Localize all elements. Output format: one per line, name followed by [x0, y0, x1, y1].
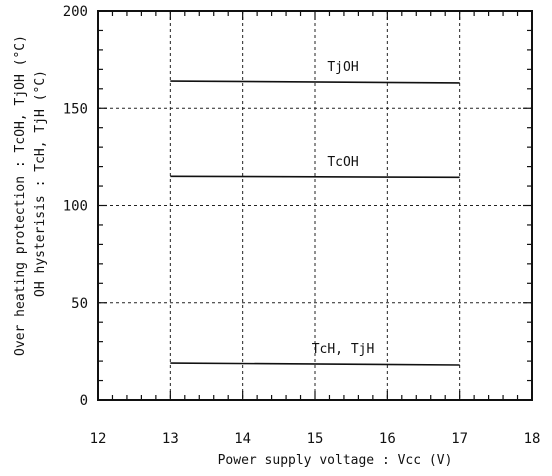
- y-tick-label: 200: [63, 4, 88, 20]
- x-tick-label: 17: [451, 431, 468, 447]
- x-axis-title: Power supply voltage : Vcc (V): [218, 453, 453, 468]
- y-axis-title-line-2: OH hysterisis : TcH, TjH (°C): [33, 70, 48, 297]
- grid-layer: [98, 11, 532, 400]
- series-layer: [170, 80, 460, 366]
- x-tick-label: 12: [90, 431, 107, 447]
- x-tick-label: 18: [524, 431, 541, 447]
- x-tick-label: 13: [162, 431, 179, 447]
- series-label: TcOH: [327, 155, 358, 170]
- series-label: TcH, TjH: [312, 342, 375, 357]
- y-tick-label: 100: [63, 199, 88, 215]
- y-tick-label: 50: [71, 296, 88, 312]
- y-axis-title-line-1: Over heating protection : TcOH, TjOH (°C…: [13, 35, 28, 356]
- x-tick-label: 15: [307, 431, 324, 447]
- series-line: [170, 362, 460, 366]
- label-layer: 12 13 14 15 16 17 18 0 50 100 150 200 TjOH TcOH TcH, T…: [63, 4, 541, 447]
- y-tick-label: 0: [80, 393, 88, 409]
- tick-layer: [97, 10, 533, 401]
- y-tick-label: 150: [63, 101, 88, 117]
- series-line: [170, 80, 460, 84]
- series-label: TjOH: [327, 60, 358, 75]
- series-line: [170, 175, 460, 179]
- x-tick-label: 14: [234, 431, 251, 447]
- x-tick-label: 16: [379, 431, 396, 447]
